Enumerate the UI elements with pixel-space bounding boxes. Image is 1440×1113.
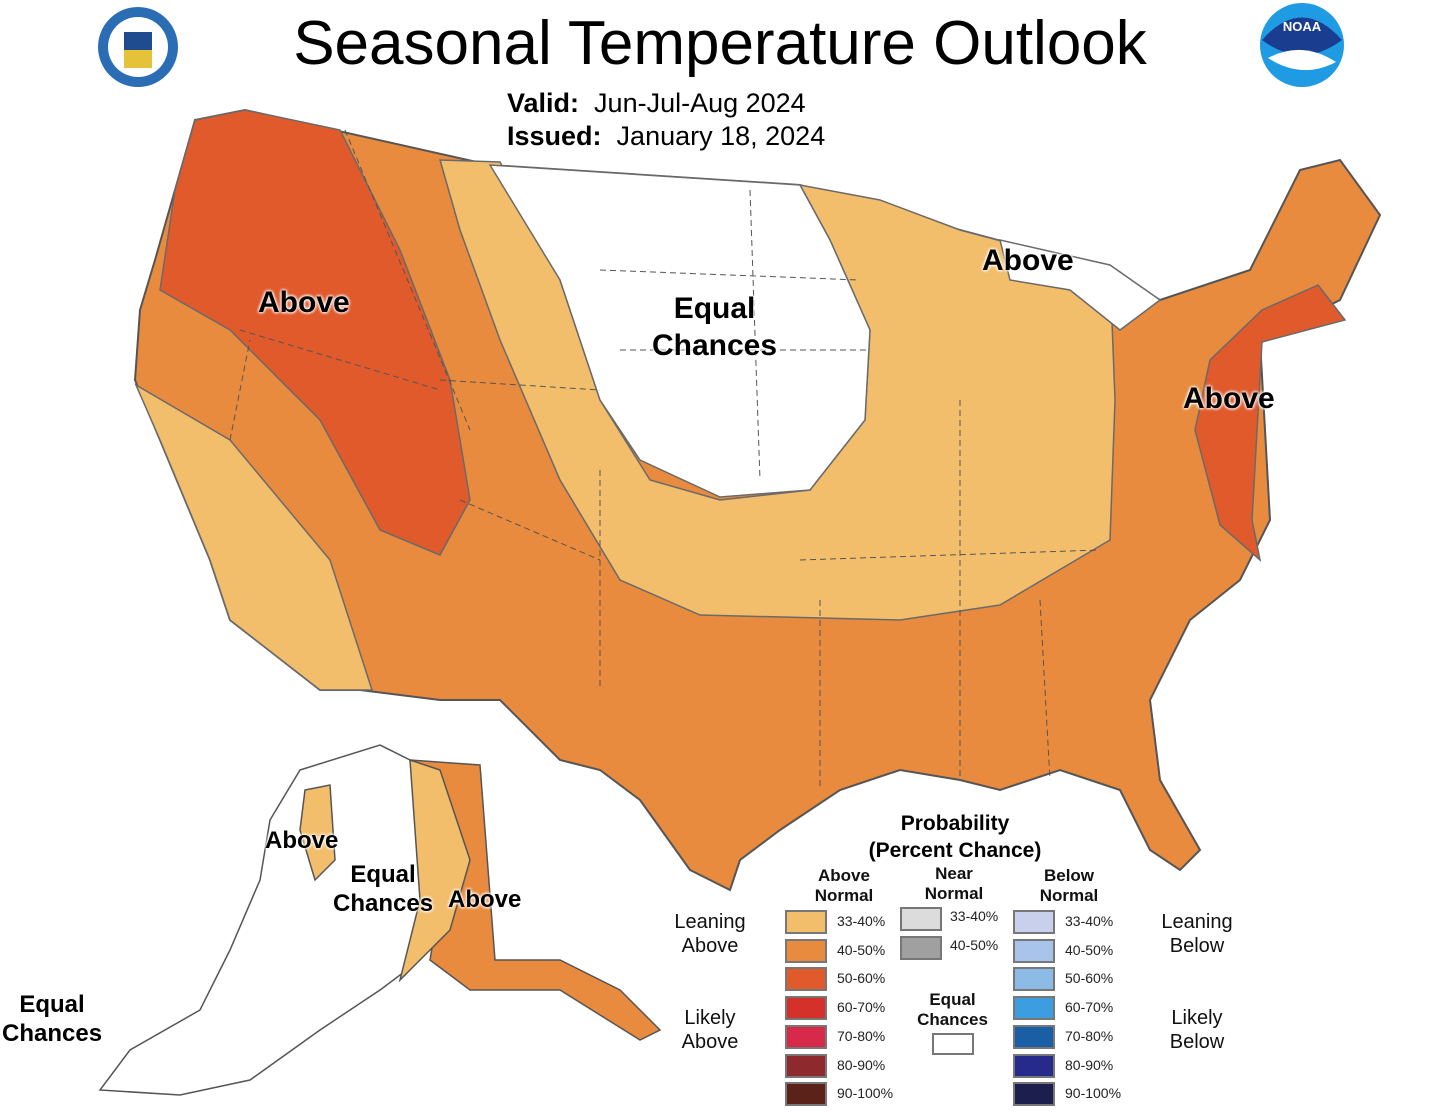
label-nw-above: Above (258, 286, 350, 319)
valid-value: Jun-Jul-Aug 2024 (594, 88, 806, 118)
legend-equal-chances: Equal Chances (917, 990, 988, 1029)
legend-swatch-below-2 (1013, 967, 1055, 992)
legend-range-above-4: 70-80% (837, 1027, 886, 1044)
valid-line: Valid: Jun-Jul-Aug 2024 (507, 88, 806, 119)
valid-label: Valid: (507, 88, 580, 118)
label-central-ec: Equal Chances (652, 292, 778, 362)
legend-col-near: Near Normal (924, 864, 984, 903)
legend-range-above-2: 50-60% (837, 970, 886, 987)
legend-swatch-above-3 (785, 996, 827, 1021)
legend-range-above-6: 90-100% (837, 1085, 894, 1102)
legend-range-near-1: 40-50% (950, 936, 999, 953)
legend-swatch-near-0 (900, 907, 942, 931)
legend-swatch-below-4 (1013, 1024, 1055, 1049)
legend-likely-below: Likely Below (1169, 1007, 1225, 1053)
legend-swatch-above-4 (785, 1024, 827, 1049)
great-lakes-equal-region (998, 238, 1162, 331)
legend-swatch-below-6 (1013, 1082, 1055, 1107)
alaska-west-33-40-region (299, 784, 336, 882)
legend-range-above-0: 33-40% (837, 913, 886, 929)
issued-value: January 18, 2024 (616, 121, 826, 151)
issued-line: Issued: January 18, 2024 (507, 121, 825, 152)
legend-swatch-equal (932, 1033, 974, 1055)
legend-range-below-5: 80-90% (1065, 1056, 1114, 1073)
legend-range-below-4: 70-80% (1065, 1027, 1114, 1044)
northeast-50-60-region (1194, 284, 1347, 563)
legend-swatch-above-1 (785, 938, 827, 963)
legend-likely-above: Likely Above (681, 1007, 739, 1053)
legend-swatch-below-3 (1013, 996, 1055, 1021)
label-great-lakes-above: Above (982, 244, 1074, 277)
alaska-33-40-band (398, 758, 471, 983)
legend-swatch-below-0 (1013, 910, 1055, 934)
equal-chances-region (488, 164, 871, 498)
central-33-40-region (438, 159, 1116, 621)
page-title: Seasonal Temperature Outlook (293, 9, 1147, 78)
legend-leaning-above: Leaning Above (674, 911, 746, 957)
legend-range-below-6: 90-100% (1065, 1085, 1122, 1102)
svg-text:NOAA: NOAA (1283, 19, 1322, 34)
alaska-40-50-region (409, 759, 662, 1041)
legend-swatch-below-5 (1013, 1053, 1055, 1078)
legend-range-below-0: 33-40% (1065, 913, 1114, 929)
legend-swatch-above-6 (785, 1082, 827, 1107)
alaska (98, 744, 662, 1096)
legend-leaning-below: Leaning Below (1161, 911, 1233, 957)
label-ak-ec: Equal Chances (333, 861, 434, 917)
legend-title: Probability (Percent Chance) (868, 812, 1042, 862)
legend-swatch-below-1 (1013, 938, 1055, 963)
legend-range-above-3: 60-70% (837, 999, 886, 1016)
legend-range-below-3: 60-70% (1065, 999, 1114, 1016)
legend-range-above-5: 80-90% (837, 1056, 886, 1073)
label-ak-above-west: Above (265, 827, 339, 854)
legend-range-above-1: 40-50% (837, 941, 886, 958)
label-ak-above-east: Above (448, 886, 522, 913)
label-hawaii-ec: Equal Chances (2, 991, 103, 1047)
legend-swatch-above-2 (785, 967, 827, 992)
legend-col-below: Below Normal (1039, 866, 1099, 905)
alaska-equal-region (98, 744, 431, 1096)
legend-range-below-2: 50-60% (1065, 970, 1114, 987)
label-ne-above: Above (1183, 382, 1275, 415)
legend-swatch-above-5 (785, 1053, 827, 1078)
west-coast-33-40-region (134, 383, 374, 691)
legend-swatch-near-1 (900, 935, 942, 960)
legend-swatch-above-0 (785, 910, 827, 934)
doc-seal-logo (98, 7, 178, 87)
noaa-logo: NOAA (1260, 3, 1344, 87)
legend-range-below-1: 40-50% (1065, 941, 1114, 958)
legend-range-near-0: 33-40% (950, 908, 999, 924)
issued-label: Issued: (507, 121, 602, 151)
northwest-50-60-region (159, 109, 471, 556)
state-borders (229, 129, 1101, 790)
legend-col-above: Above Normal (814, 866, 874, 905)
